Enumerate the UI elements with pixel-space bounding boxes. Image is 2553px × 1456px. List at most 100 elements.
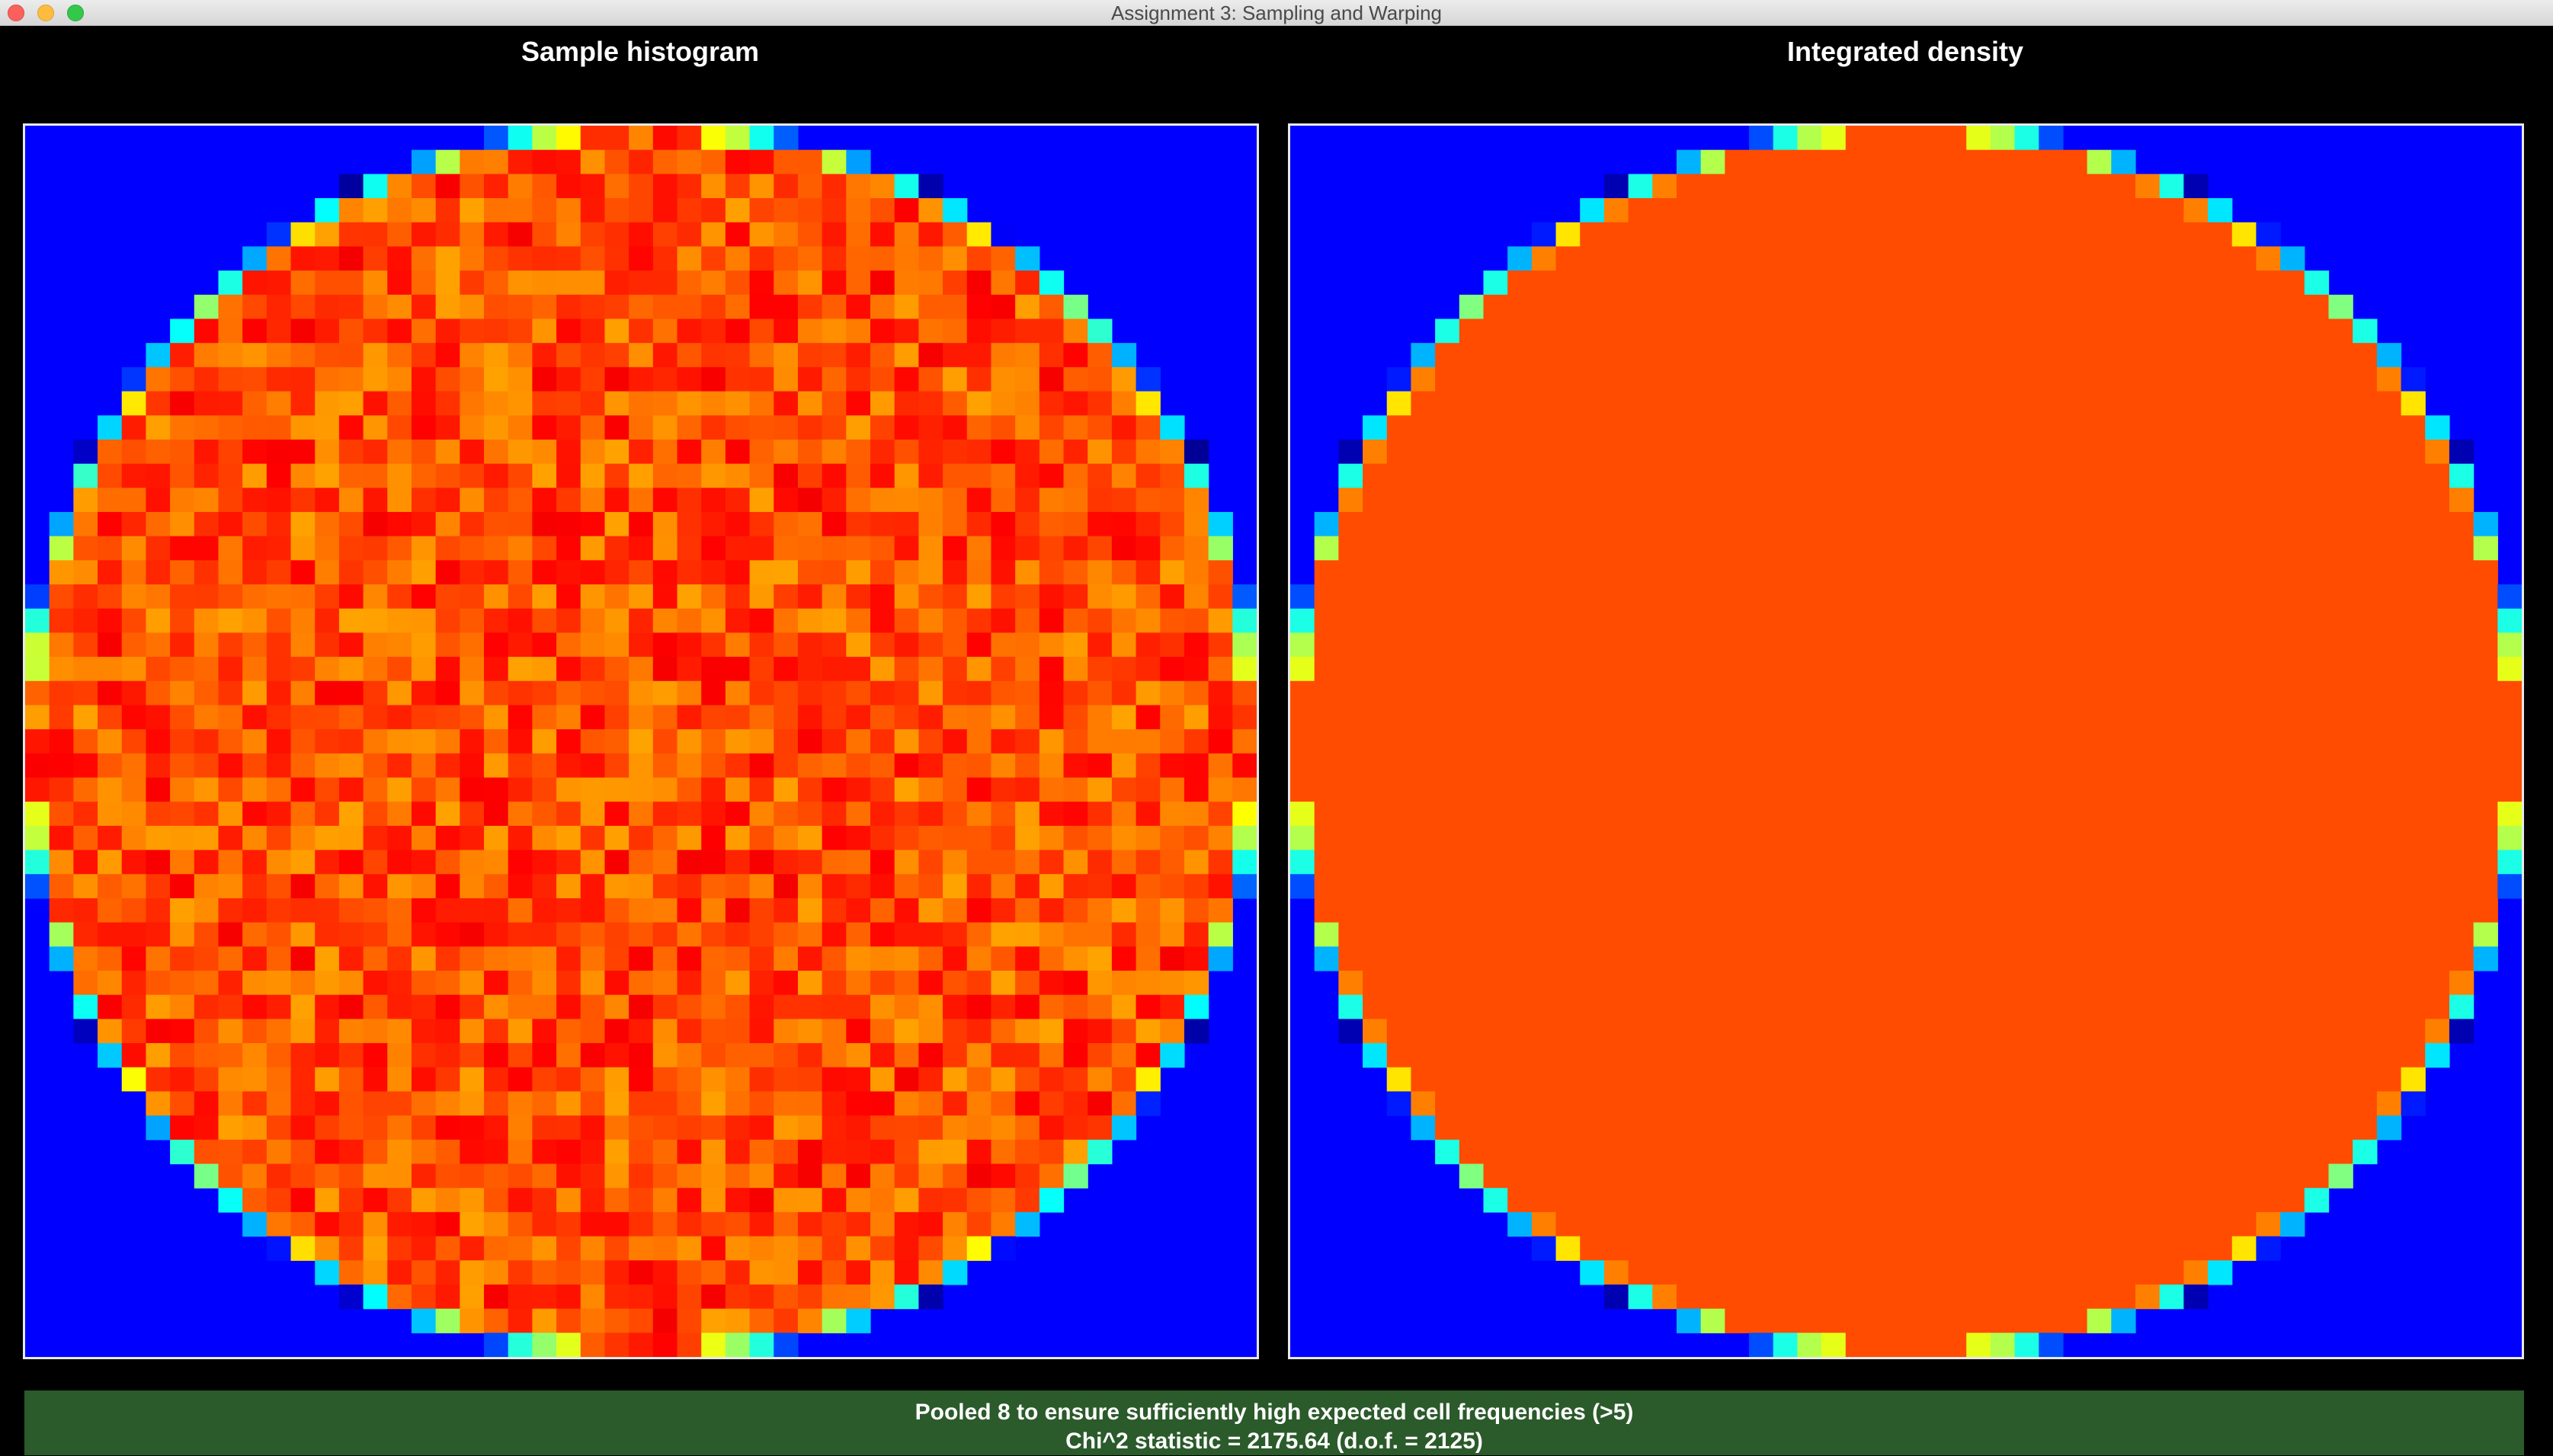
heatmap-cell — [1700, 946, 1725, 971]
heatmap-cell — [2087, 560, 2112, 585]
heatmap-cell — [1894, 246, 1919, 271]
heatmap-cell — [604, 391, 629, 416]
heatmap-cell — [1894, 1236, 1919, 1261]
heatmap-cell — [1531, 1019, 1557, 1044]
heatmap-cell — [194, 946, 219, 971]
heatmap-cell — [1483, 488, 1508, 513]
heatmap-cell — [1136, 391, 1161, 416]
heatmap-cell — [1797, 174, 1822, 199]
heatmap-cell — [2449, 657, 2475, 682]
heatmap-cell — [677, 1091, 702, 1116]
heatmap-cell — [146, 343, 171, 368]
heatmap-cell — [73, 439, 98, 465]
heatmap-cell — [73, 922, 98, 947]
heatmap-cell — [338, 850, 364, 875]
heatmap-cell — [1821, 898, 1847, 923]
heatmap-cell — [460, 971, 485, 996]
heatmap-cell — [411, 994, 437, 1019]
heatmap-cell — [146, 584, 171, 610]
heatmap-cell — [2304, 488, 2330, 513]
heatmap-cell — [966, 1211, 992, 1237]
heatmap-cell — [1507, 898, 1533, 923]
heatmap-cell — [1160, 994, 1185, 1019]
heatmap-cell — [2062, 825, 2088, 851]
heatmap-cell — [1603, 608, 1629, 634]
heatmap-cell — [1869, 632, 1895, 658]
heatmap-cell — [387, 415, 412, 440]
heatmap-cell — [508, 1115, 533, 1141]
heatmap-cell — [1676, 488, 1702, 513]
heatmap-cell — [629, 632, 654, 658]
heatmap-cell — [338, 1236, 364, 1261]
heatmap-cell — [2401, 488, 2426, 513]
heatmap-cell — [266, 802, 292, 827]
heatmap-cell — [435, 1308, 460, 1333]
heatmap-cell — [677, 1019, 702, 1044]
heatmap-cell — [1917, 753, 1943, 779]
heatmap-cell — [2353, 560, 2378, 585]
heatmap-cell — [2208, 488, 2233, 513]
heatmap-cell — [121, 1067, 147, 1093]
heatmap-cell — [338, 1188, 364, 1213]
heatmap-cell — [1966, 126, 1991, 151]
heatmap-cell — [2183, 560, 2209, 585]
heatmap-cell — [1603, 1019, 1629, 1044]
heatmap-cell — [508, 777, 533, 802]
heatmap-cell — [146, 657, 171, 682]
heatmap-cell — [629, 802, 654, 827]
heatmap-cell — [652, 270, 678, 296]
heatmap-cell — [2159, 1091, 2184, 1116]
heatmap-cell — [822, 657, 847, 682]
heatmap-cell — [1942, 1308, 1967, 1333]
heatmap-cell — [170, 946, 195, 971]
close-window-button[interactable] — [8, 5, 24, 21]
heatmap-cell — [266, 343, 292, 368]
heatmap-cell — [943, 705, 968, 730]
heatmap-cell — [387, 1163, 412, 1189]
heatmap-cell — [1628, 1139, 1653, 1165]
heatmap-cell — [2062, 463, 2088, 488]
heatmap-cell — [1459, 366, 1485, 392]
heatmap-cell — [508, 753, 533, 779]
heatmap-cell — [2425, 463, 2450, 488]
heatmap-cell — [1386, 366, 1412, 392]
heatmap-cell — [2256, 729, 2281, 754]
heatmap-cell — [943, 246, 968, 271]
heatmap-cell — [1603, 680, 1629, 706]
heatmap-cell — [170, 729, 195, 754]
heatmap-cell — [1990, 1308, 2016, 1333]
heatmap-cell — [508, 705, 533, 730]
heatmap-cell — [918, 1139, 943, 1165]
heatmap-cell — [2425, 753, 2450, 779]
heatmap-cell — [749, 632, 774, 658]
heatmap-cell — [484, 1019, 509, 1044]
heatmap-cell — [1725, 632, 1750, 658]
heatmap-cell — [532, 946, 557, 971]
heatmap-cell — [2135, 753, 2161, 779]
heatmap-cell — [870, 874, 895, 899]
heatmap-cell — [2328, 343, 2353, 368]
heatmap-cell — [146, 898, 171, 923]
heatmap-cell — [652, 1211, 678, 1237]
minimize-window-button[interactable] — [37, 5, 54, 21]
heatmap-cell — [1845, 222, 1871, 248]
heatmap-cell — [242, 705, 267, 730]
zoom-window-button[interactable] — [67, 5, 84, 21]
heatmap-cell — [1363, 608, 1388, 634]
heatmap-cell — [387, 994, 412, 1019]
heatmap-cell — [1942, 777, 1967, 802]
heatmap-cell — [411, 511, 437, 537]
heatmap-cell — [677, 366, 702, 392]
heatmap-cell — [774, 753, 799, 779]
heatmap-cell — [701, 536, 726, 561]
heatmap-cell — [1725, 584, 1750, 610]
heatmap-cell — [1208, 946, 1233, 971]
heatmap-cell — [2280, 946, 2305, 971]
heatmap-cell — [2449, 994, 2475, 1019]
heatmap-cell — [2111, 149, 2136, 174]
heatmap-cell — [1136, 366, 1161, 392]
heatmap-cell — [73, 463, 98, 488]
heatmap-cell — [1966, 802, 1991, 827]
heatmap-cell — [749, 415, 774, 440]
heatmap-cell — [1942, 1284, 1967, 1310]
